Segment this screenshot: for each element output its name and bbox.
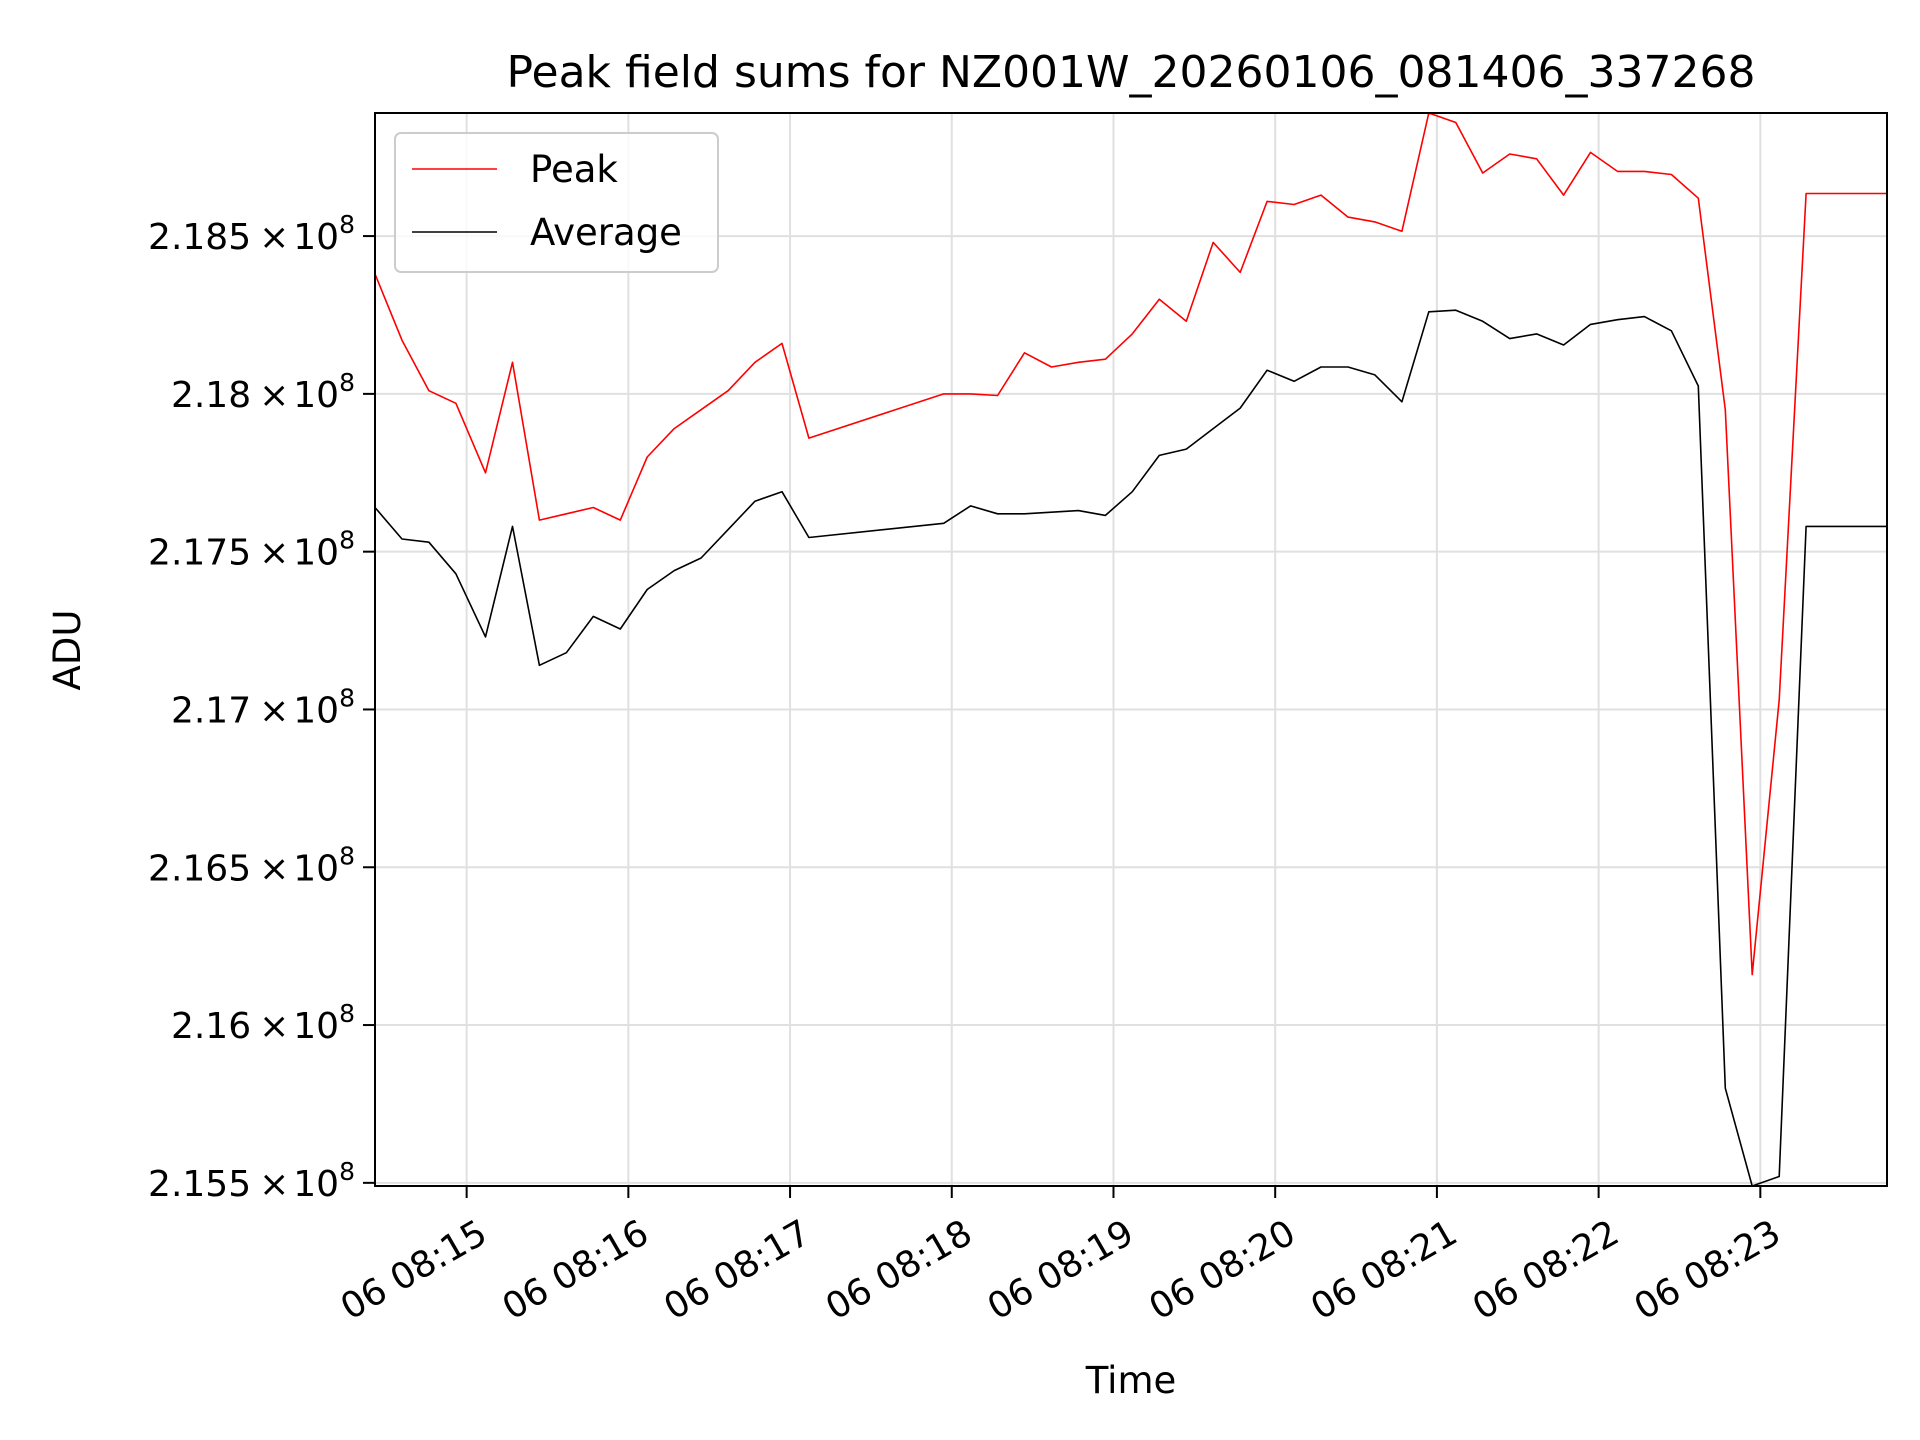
y-tick-mantissa: 2.16 [171, 1006, 251, 1047]
y-tick-exponent: 8 [339, 683, 355, 712]
y-tick-exponent: 8 [339, 368, 355, 397]
y-tick-base: 10 [293, 1006, 339, 1047]
y-tick-exponent: 8 [339, 999, 355, 1028]
y-tick-exponent: 8 [339, 841, 355, 870]
y-tick-exponent: 8 [339, 1157, 355, 1186]
legend-label-peak: Peak [530, 148, 618, 191]
y-tick-mantissa: 2.17 [171, 690, 251, 731]
y-tick-base: 10 [293, 690, 339, 731]
series-line-peak [374, 112, 1887, 976]
y-tick-exponent: 8 [339, 526, 355, 555]
y-tick-label: 2.165 × 108 [148, 841, 355, 889]
y-tick-times: × [259, 848, 289, 889]
y-tick-times: × [259, 1006, 289, 1047]
y-tick-mantissa: 2.185 [148, 217, 251, 258]
y-tick-mantissa: 2.155 [148, 1164, 251, 1205]
y-axis-label: ADU [46, 610, 89, 691]
y-tick-base: 10 [293, 217, 339, 258]
y-tick-times: × [259, 375, 289, 416]
y-tick-base: 10 [293, 533, 339, 574]
y-tick-base: 10 [293, 1164, 339, 1205]
series-lines [374, 112, 1887, 1187]
y-tick-label: 2.17 × 108 [171, 683, 355, 731]
y-tick-label: 2.18 × 108 [171, 368, 355, 416]
y-tick-label: 2.175 × 108 [148, 526, 355, 574]
chart-title: Peak field sums for NZ001W_20260106_0814… [507, 47, 1756, 98]
y-tick-times: × [259, 690, 289, 731]
y-tick-times: × [259, 217, 289, 258]
y-tick-label: 2.185 × 108 [148, 210, 355, 258]
y-tick-times: × [259, 1164, 289, 1205]
y-tick-label: 2.16 × 108 [171, 999, 355, 1047]
y-tick-times: × [259, 533, 289, 574]
y-tick-base: 10 [293, 848, 339, 889]
legend: Peak Average [394, 132, 719, 273]
plot-frame [374, 112, 1888, 1187]
x-axis-label: Time [1085, 1359, 1177, 1402]
y-tick-mantissa: 2.165 [148, 848, 251, 889]
legend-box [394, 132, 719, 273]
y-tick-base: 10 [293, 375, 339, 416]
grid [375, 113, 1887, 1186]
series-line-average [374, 309, 1887, 1187]
y-tick-mantissa: 2.175 [148, 533, 251, 574]
y-tick-label: 2.155 × 108 [148, 1157, 355, 1205]
legend-label-average: Average [530, 211, 682, 254]
y-tick-mantissa: 2.18 [171, 375, 251, 416]
y-tick-exponent: 8 [339, 210, 355, 239]
